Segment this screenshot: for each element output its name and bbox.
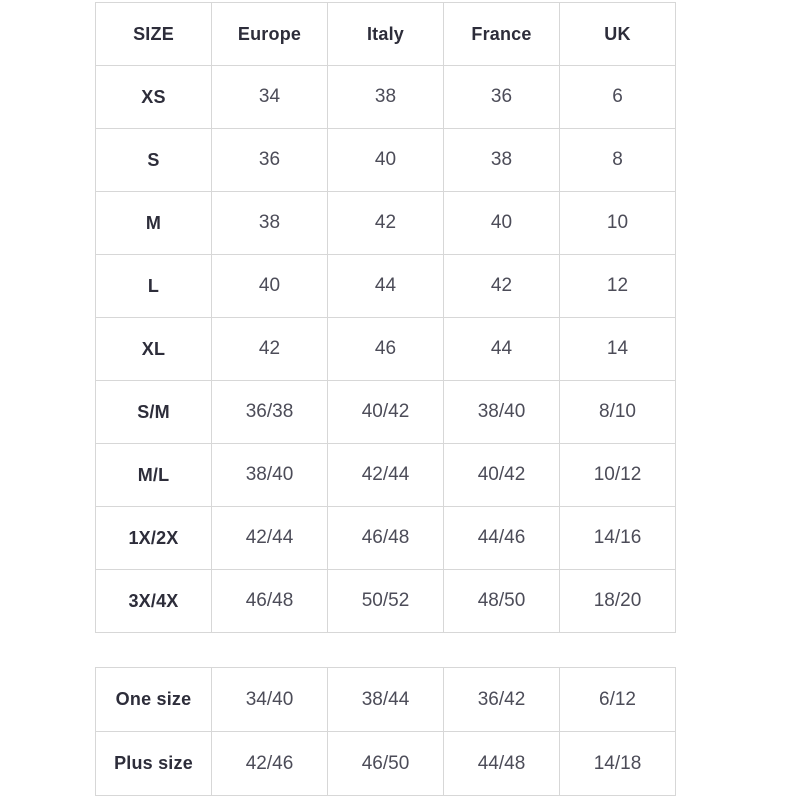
- value-cell: 8: [559, 128, 676, 192]
- value-cell: 40: [327, 128, 444, 192]
- size-conversion-table: SIZE Europe Italy France UK XS 34 38 36 6 S 36 40 38…: [95, 2, 676, 633]
- size-label-cell: 1X/2X: [95, 506, 212, 570]
- value-cell: 8/10: [559, 380, 676, 444]
- table-row: M 38 42 40 10: [95, 191, 676, 255]
- size-label-cell: One size: [95, 667, 212, 732]
- size-label-cell: Plus size: [95, 731, 212, 796]
- value-cell: 38: [327, 65, 444, 129]
- table-row: S 36 40 38 8: [95, 128, 676, 192]
- value-cell: 42/46: [211, 731, 328, 796]
- value-cell: 44/46: [443, 506, 560, 570]
- table-row: L 40 44 42 12: [95, 254, 676, 318]
- value-cell: 44: [443, 317, 560, 381]
- value-cell: 36/42: [443, 667, 560, 732]
- table-row: S/M 36/38 40/42 38/40 8/10: [95, 380, 676, 444]
- value-cell: 40/42: [327, 380, 444, 444]
- size-conversion-table-header: SIZE Europe Italy France UK: [95, 2, 676, 66]
- value-cell: 48/50: [443, 569, 560, 633]
- size-label-cell: M/L: [95, 443, 212, 507]
- value-cell: 10/12: [559, 443, 676, 507]
- special-sizes-table: One size 34/40 38/44 36/42 6/12 Plus size 42/4…: [95, 667, 676, 796]
- value-cell: 42/44: [327, 443, 444, 507]
- column-header: UK: [559, 2, 676, 66]
- value-cell: 40: [443, 191, 560, 255]
- size-label-cell: M: [95, 191, 212, 255]
- value-cell: 10: [559, 191, 676, 255]
- value-cell: 38: [443, 128, 560, 192]
- size-label-cell: L: [95, 254, 212, 318]
- value-cell: 44: [327, 254, 444, 318]
- value-cell: 36: [443, 65, 560, 129]
- value-cell: 6: [559, 65, 676, 129]
- size-label-cell: XS: [95, 65, 212, 129]
- value-cell: 46: [327, 317, 444, 381]
- header-row: SIZE Europe Italy France UK: [95, 2, 676, 66]
- value-cell: 6/12: [559, 667, 676, 732]
- table-row: Plus size 42/46 46/50 44/48 14/18: [95, 731, 676, 796]
- value-cell: 14: [559, 317, 676, 381]
- value-cell: 42: [211, 317, 328, 381]
- value-cell: 14/16: [559, 506, 676, 570]
- column-header: Europe: [211, 2, 328, 66]
- value-cell: 42: [443, 254, 560, 318]
- table-row: XL 42 46 44 14: [95, 317, 676, 381]
- value-cell: 38/44: [327, 667, 444, 732]
- size-label-cell: XL: [95, 317, 212, 381]
- table-row: 1X/2X 42/44 46/48 44/46 14/16: [95, 506, 676, 570]
- size-conversion-table-body: XS 34 38 36 6 S 36 40 38 8 M 38 42 40 10 L 40 44 42 12 XL 42 4…: [95, 65, 676, 633]
- table-row: XS 34 38 36 6: [95, 65, 676, 129]
- value-cell: 46/50: [327, 731, 444, 796]
- table-row: 3X/4X 46/48 50/52 48/50 18/20: [95, 569, 676, 633]
- value-cell: 36/38: [211, 380, 328, 444]
- value-cell: 40: [211, 254, 328, 318]
- special-sizes-table-body: One size 34/40 38/44 36/42 6/12 Plus size 42/4…: [95, 667, 676, 796]
- value-cell: 40/42: [443, 443, 560, 507]
- value-cell: 18/20: [559, 569, 676, 633]
- value-cell: 38/40: [211, 443, 328, 507]
- value-cell: 38/40: [443, 380, 560, 444]
- size-label-cell: S/M: [95, 380, 212, 444]
- column-header: Italy: [327, 2, 444, 66]
- value-cell: 38: [211, 191, 328, 255]
- size-label-cell: 3X/4X: [95, 569, 212, 633]
- value-cell: 34: [211, 65, 328, 129]
- value-cell: 46/48: [211, 569, 328, 633]
- value-cell: 36: [211, 128, 328, 192]
- value-cell: 34/40: [211, 667, 328, 732]
- table-row: M/L 38/40 42/44 40/42 10/12: [95, 443, 676, 507]
- column-header: SIZE: [95, 2, 212, 66]
- column-header: France: [443, 2, 560, 66]
- size-label-cell: S: [95, 128, 212, 192]
- value-cell: 46/48: [327, 506, 444, 570]
- table-row: One size 34/40 38/44 36/42 6/12: [95, 667, 676, 732]
- value-cell: 42: [327, 191, 444, 255]
- value-cell: 14/18: [559, 731, 676, 796]
- value-cell: 12: [559, 254, 676, 318]
- value-cell: 42/44: [211, 506, 328, 570]
- value-cell: 50/52: [327, 569, 444, 633]
- value-cell: 44/48: [443, 731, 560, 796]
